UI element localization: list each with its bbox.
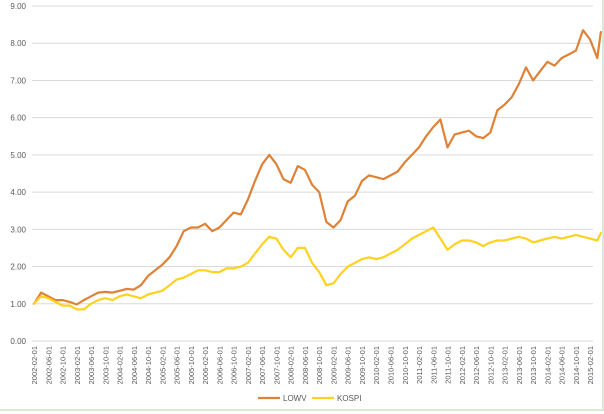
x-tick-label: 2011-06-01 — [429, 346, 438, 384]
x-tick-label: 2008-10-01 — [315, 346, 324, 384]
x-tick-label: 2003-10-01 — [101, 346, 110, 384]
x-tick-label: 2008-02-01 — [287, 346, 296, 384]
x-tick-label: 2010-06-01 — [387, 346, 396, 384]
x-tick-label: 2009-06-01 — [344, 346, 353, 384]
legend-item-kospi: KOSPI — [312, 394, 361, 403]
x-tick-label: 2014-02-01 — [543, 346, 552, 384]
series-line-kospi — [32, 226, 602, 311]
y-tick-label: 7.00 — [10, 76, 26, 85]
legend: LOWV KOSPI — [258, 394, 361, 403]
x-tick-label: 2002-06-01 — [44, 346, 53, 384]
y-tick-label: 6.00 — [10, 114, 26, 123]
x-tick-label: 2011-10-01 — [444, 346, 453, 384]
y-tick-label: 0.00 — [10, 337, 26, 346]
x-tick-label: 2012-10-01 — [486, 346, 495, 384]
x-tick-label: 2009-10-01 — [358, 346, 367, 384]
x-tick-label: 2015-02-01 — [586, 346, 595, 384]
legend-item-lowv: LOWV — [258, 394, 307, 403]
x-tick-label: 2006-06-01 — [215, 346, 224, 384]
x-tick-label: 2011-02-01 — [415, 346, 424, 384]
x-tick-label: 2004-10-01 — [144, 346, 153, 384]
x-tick-label: 2002-10-01 — [59, 346, 68, 384]
series-lines — [32, 29, 602, 311]
x-tick-label: 2013-06-01 — [515, 346, 524, 384]
y-tick-label: 3.00 — [10, 225, 26, 234]
x-tick-label: 2010-02-01 — [372, 346, 381, 384]
y-tick-label: 5.00 — [10, 151, 26, 160]
y-tick-label: 9.00 — [10, 2, 26, 11]
x-tick-label: 2012-02-01 — [458, 346, 467, 384]
x-tick-label: 2008-06-01 — [301, 346, 310, 384]
x-tick-label: 2005-02-01 — [158, 346, 167, 384]
x-tick-label: 2013-02-01 — [501, 346, 510, 384]
x-tick-label: 2006-02-01 — [201, 346, 210, 384]
x-tick-label: 2013-10-01 — [529, 346, 538, 384]
x-tick-label: 2012-06-01 — [472, 346, 481, 384]
x-tick-label: 2004-02-01 — [116, 346, 125, 384]
x-tick-label: 2014-06-01 — [558, 346, 567, 384]
x-axis-ticks: 2002-02-01 2002-06-01 2002-10-01 2003-02-01… — [30, 346, 595, 384]
x-tick-label: 2003-02-01 — [73, 346, 82, 384]
series-line-lowv — [32, 29, 602, 306]
x-tick-label: 2010-10-01 — [401, 346, 410, 384]
y-tick-label: 1.00 — [10, 300, 26, 309]
x-tick-label: 2005-10-01 — [187, 346, 196, 384]
y-axis-ticks: 0.00 1.00 2.00 3.00 4.00 5.00 6.00 7.00 8.00 9.00 — [10, 2, 26, 346]
x-tick-label: 2002-02-01 — [30, 346, 39, 384]
y-tick-label: 4.00 — [10, 188, 26, 197]
x-tick-label: 2007-10-01 — [272, 346, 281, 384]
x-tick-label: 2006-10-01 — [230, 346, 239, 384]
x-tick-label: 2004-06-01 — [130, 346, 139, 384]
x-tick-label: 2014-10-01 — [572, 346, 581, 384]
x-tick-label: 2005-06-01 — [173, 346, 182, 384]
legend-label: KOSPI — [337, 394, 361, 403]
legend-label: LOWV — [283, 394, 307, 403]
x-tick-label: 2007-06-01 — [258, 346, 267, 384]
x-tick-label: 2003-06-01 — [87, 346, 96, 384]
y-tick-label: 8.00 — [10, 39, 26, 48]
x-tick-label: 2009-02-01 — [329, 346, 338, 384]
y-tick-label: 2.00 — [10, 263, 26, 272]
gridlines — [32, 5, 593, 342]
x-tick-label: 2007-02-01 — [244, 346, 253, 384]
